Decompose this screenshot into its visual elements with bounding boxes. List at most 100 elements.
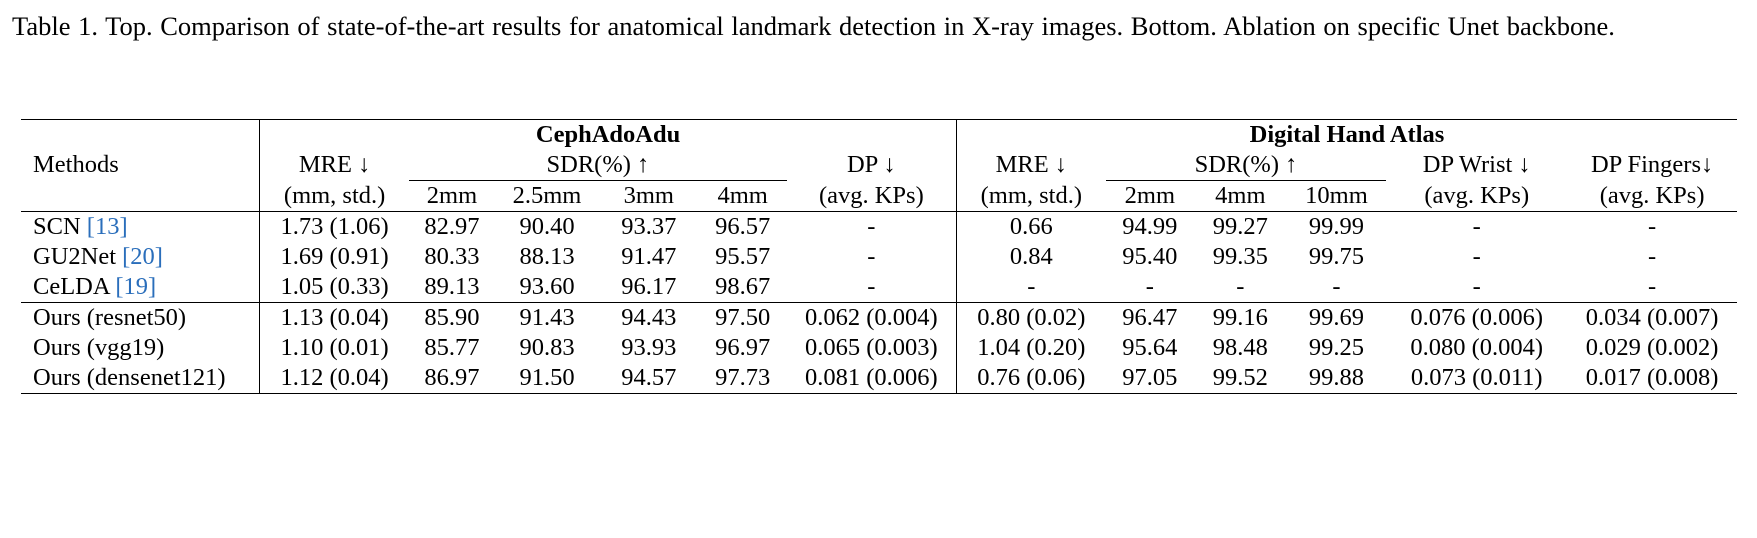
- value-cell: -: [1567, 211, 1737, 242]
- value-cell: -: [1648, 273, 1657, 300]
- value-cell: 96.57: [698, 211, 787, 242]
- value-cell: 0.84: [955, 242, 1106, 272]
- value-cell: 97.73: [698, 363, 787, 394]
- hand-mre-unit: (mm, std.): [955, 180, 1106, 212]
- hand-sdr-col: 2mm: [1124, 182, 1176, 209]
- value-cell: 90.83: [519, 334, 575, 361]
- value-cell: 99.35: [1212, 243, 1268, 270]
- ceph-dp-unit: (avg. KPs): [818, 181, 924, 209]
- method-cell: SCN [13]: [21, 211, 260, 242]
- value-cell: 93.60: [519, 273, 575, 300]
- value-cell: 0.081 (0.006): [786, 363, 957, 394]
- method-name: Ours (vgg19): [33, 334, 165, 361]
- dp-fingers-unit: (avg. KPs): [1599, 181, 1705, 209]
- method-cell: Ours (resnet50): [21, 302, 260, 333]
- hand-sdr-col: 10mm: [1305, 182, 1368, 209]
- method-cell: GU2Net [20]: [21, 242, 260, 272]
- value-cell: 99.99: [1286, 211, 1387, 242]
- table-caption: Table 1. Top. Comparison of state-of-the…: [12, 11, 1615, 41]
- value-cell: -: [1145, 273, 1154, 300]
- ceph-mre-header: MRE ↓: [259, 150, 410, 181]
- hand-sdr-header: SDR(%) ↑: [1105, 150, 1387, 181]
- header-row-units: (mm, std.) 2mm 2.5mm 3mm 4mm (avg. KPs) …: [21, 180, 1737, 212]
- ceph-sdr-col: 2mm: [426, 182, 478, 209]
- value-cell: 96.17: [621, 273, 677, 300]
- value-cell: 0.062 (0.004): [786, 302, 957, 333]
- value-cell: 91.43: [494, 302, 600, 333]
- citation-link[interactable]: [20]: [122, 243, 163, 270]
- value-cell: 99.52: [1193, 363, 1287, 394]
- value-cell: 1.13 (0.04): [259, 302, 410, 333]
- value-cell: 94.57: [599, 363, 699, 394]
- table-body: SCN [13] 1.73 (1.06) 82.97 90.40 93.37 96.57-…: [21, 211, 1737, 394]
- ceph-sdr-col: 2.5mm: [512, 182, 582, 209]
- value-cell: 99.27: [1193, 211, 1287, 242]
- value-cell: 0.076 (0.006): [1386, 302, 1568, 333]
- value-cell: 0.080 (0.004): [1410, 334, 1544, 361]
- value-cell: 95.40: [1122, 243, 1178, 270]
- table-row: Ours (vgg19) 1.10 (0.01) 85.77 90.83 93.93 96…: [21, 333, 1737, 363]
- value-cell: 0.66: [955, 211, 1106, 242]
- table-row: Ours (resnet50) 1.13 (0.04) 85.90 91.43 94.4…: [21, 302, 1737, 333]
- value-cell: 98.48: [1212, 334, 1268, 361]
- value-cell: -: [786, 211, 957, 242]
- hand-sdr-col: 4mm: [1215, 182, 1266, 209]
- value-cell: 99.16: [1193, 302, 1287, 333]
- value-cell: -: [867, 243, 876, 270]
- value-cell: 91.50: [494, 363, 600, 394]
- method-name: Ours (resnet50): [33, 304, 187, 331]
- value-cell: 95.64: [1122, 334, 1178, 361]
- value-cell: 1.04 (0.20): [955, 333, 1106, 363]
- value-cell: 94.43: [599, 302, 699, 333]
- value-cell: 86.97: [409, 363, 495, 394]
- value-cell: -: [1648, 243, 1657, 270]
- value-cell: -: [1236, 273, 1245, 300]
- group-header-cephadoadu: CephAdoAdu: [535, 121, 681, 148]
- method-cell: Ours (densenet121): [21, 363, 260, 394]
- value-cell: 85.77: [424, 334, 480, 361]
- value-cell: -: [867, 273, 876, 300]
- value-cell: 0.017 (0.008): [1567, 363, 1737, 394]
- value-cell: 0.029 (0.002): [1585, 334, 1719, 361]
- ceph-sdr-header: SDR(%) ↑: [409, 150, 787, 181]
- citation-link[interactable]: [13]: [86, 213, 128, 240]
- value-cell: 96.47: [1105, 302, 1194, 333]
- header-row-metrics: Methods MRE ↓ SDR(%) ↑ DP ↓ MRE ↓ SDR(%)…: [21, 150, 1737, 181]
- method-cell: CeLDA [19]: [21, 272, 260, 303]
- ceph-sdr-col: 3mm: [623, 182, 674, 209]
- value-cell: 0.76 (0.06): [955, 363, 1106, 394]
- value-cell: 82.97: [409, 211, 495, 242]
- value-cell: 99.69: [1286, 302, 1387, 333]
- value-cell: 0.034 (0.007): [1567, 302, 1737, 333]
- ceph-mre-unit: (mm, std.): [259, 180, 410, 212]
- dp-wrist-unit: (avg. KPs): [1424, 181, 1530, 209]
- value-cell: -: [1332, 273, 1341, 300]
- value-cell: 94.99: [1105, 211, 1194, 242]
- table-row: GU2Net [20] 1.69 (0.91) 80.33 88.13 91.47 95.…: [21, 242, 1737, 272]
- value-cell: -: [1386, 211, 1568, 242]
- value-cell: 88.13: [519, 243, 575, 270]
- dp-fingers-header: DP Fingers↓: [1590, 151, 1714, 179]
- citation-link[interactable]: [19]: [115, 273, 157, 300]
- table-row: CeLDA [19] 1.05 (0.33) 89.13 93.60 96.17 98.6…: [21, 272, 1737, 303]
- table-row: Ours (densenet121) 1.12 (0.04) 86.97 91.50 9…: [21, 363, 1737, 394]
- value-cell: 99.25: [1308, 334, 1365, 361]
- header-row-groups: CephAdoAdu Digital Hand Atlas: [21, 119, 1737, 150]
- value-cell: 97.50: [698, 302, 787, 333]
- value-cell: 97.05: [1105, 363, 1194, 394]
- ceph-sdr-col: 4mm: [717, 182, 768, 209]
- value-cell: 0.073 (0.011): [1386, 363, 1568, 394]
- table-row: SCN [13] 1.73 (1.06) 82.97 90.40 93.37 96.57-…: [21, 211, 1737, 242]
- method-name: SCN: [33, 213, 81, 240]
- ceph-dp-header: DP ↓: [846, 151, 896, 179]
- value-cell: 0.065 (0.003): [805, 334, 938, 361]
- results-table: CephAdoAdu Digital Hand Atlas Methods MR…: [21, 119, 1737, 394]
- method-name: Ours (densenet121): [33, 364, 226, 391]
- value-cell: 1.10 (0.01): [259, 333, 410, 363]
- value-cell: 91.47: [621, 243, 677, 270]
- value-cell: -: [1472, 243, 1481, 270]
- value-cell: 93.93: [621, 334, 677, 361]
- method-name: GU2Net: [33, 243, 117, 270]
- method-cell: Ours (vgg19): [21, 333, 260, 363]
- value-cell: 89.13: [424, 273, 480, 300]
